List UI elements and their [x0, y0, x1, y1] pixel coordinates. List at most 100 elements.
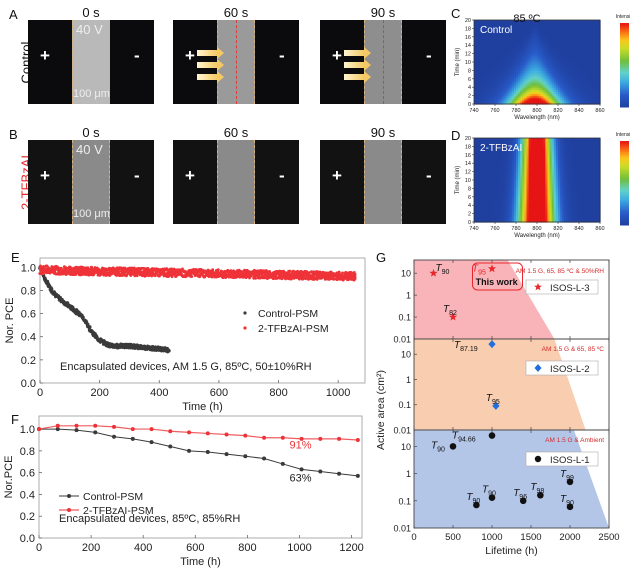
heatmap-cell	[562, 41, 565, 44]
heatmap-cell	[541, 47, 544, 50]
heatmap-cell	[490, 165, 494, 168]
heatmap-cell	[511, 97, 515, 101]
heatmap-cell	[476, 217, 479, 221]
heatmap-cell	[566, 215, 570, 219]
heatmap-cell	[513, 30, 517, 34]
heatmap-cell	[553, 173, 557, 177]
heatmap-cell	[539, 167, 542, 171]
heatmap-cell	[579, 152, 582, 156]
heatmap-cell	[576, 20, 580, 23]
heatmap-cell	[547, 80, 551, 84]
heatmap-cell	[553, 24, 557, 27]
heatmap-cell	[501, 209, 504, 213]
heatmap-cell	[476, 32, 479, 36]
heatmap-cell	[566, 97, 570, 101]
heatmap-cell	[591, 194, 595, 198]
heatmap-cell	[522, 95, 525, 99]
heatmap-cell	[490, 140, 494, 143]
microscope-image: + -40 V 100 μm	[28, 140, 154, 224]
heatmap-cell	[551, 194, 555, 198]
heatmap-cell	[553, 161, 557, 164]
heatmap-cell	[555, 43, 559, 46]
heatmap-cell	[505, 57, 509, 61]
panel-label-c: C	[451, 6, 461, 21]
heatmap-cell	[492, 66, 496, 69]
heatmap-cell	[524, 49, 528, 53]
heatmap-cell	[595, 169, 599, 173]
heatmap-cell	[587, 28, 591, 32]
heatmap-cell	[547, 188, 551, 192]
heatmap-cell	[524, 51, 528, 55]
heatmap-cell	[505, 72, 509, 76]
heatmap-cell	[505, 148, 509, 152]
heatmap-cell	[585, 146, 588, 150]
heatmap-cell	[572, 219, 576, 223]
heatmap-cell	[524, 198, 528, 202]
heatmap-cell	[480, 93, 483, 97]
heatmap-cell	[520, 99, 523, 103]
heatmap-cell	[474, 186, 477, 189]
y-tick-label: 8	[468, 68, 471, 74]
heatmap-cell	[545, 213, 549, 217]
heatmap-cell	[545, 156, 549, 160]
heatmap-cell	[545, 30, 549, 34]
heatmap-cell	[551, 38, 555, 42]
heatmap-cell	[518, 99, 521, 103]
colorbar-segment	[620, 37, 629, 41]
heatmap-cell	[549, 53, 553, 57]
heatmap-cell	[564, 57, 567, 61]
heatmap-cell	[492, 211, 496, 215]
plot-annotation: 2-TFBzAI	[480, 143, 522, 154]
heatmap-cell	[562, 34, 565, 38]
heatmap-cell	[503, 150, 507, 154]
heatmap-cell	[511, 150, 515, 154]
heatmap-cell	[549, 30, 553, 34]
heatmap-cell	[482, 211, 486, 215]
heatmap-cell	[597, 22, 601, 25]
heatmap-cell	[576, 83, 580, 86]
heatmap-cell	[516, 194, 519, 198]
heatmap-cell	[507, 217, 511, 221]
heatmap-cell	[549, 32, 553, 36]
heatmap-cell	[541, 152, 544, 156]
heatmap-cell	[530, 146, 534, 150]
heatmap-cell	[595, 72, 599, 76]
heatmap-cell	[476, 142, 479, 145]
minus-electrode-icon: -	[426, 46, 432, 65]
heatmap-cell	[583, 34, 586, 38]
heatmap-cell	[505, 169, 509, 173]
heatmap-cell	[478, 161, 481, 164]
heatmap-cell	[543, 171, 546, 175]
heatmap-cell	[595, 171, 599, 175]
heatmap-cell	[589, 184, 593, 187]
heatmap-cell	[549, 59, 553, 63]
heatmap-cell	[551, 142, 555, 145]
heatmap-cell	[507, 154, 511, 158]
heatmap-cell	[597, 186, 601, 189]
heatmap-cell	[505, 32, 509, 36]
heatmap-cell	[541, 163, 544, 166]
heatmap-cell	[570, 175, 574, 179]
heatmap-cell	[570, 26, 574, 29]
heatmap-cell	[545, 41, 549, 44]
heatmap-cell	[507, 205, 511, 208]
heatmap-cell	[553, 192, 557, 196]
heatmap-cell	[564, 169, 567, 173]
heatmap-cell	[545, 66, 549, 69]
heatmap-cell	[564, 163, 567, 166]
heatmap-cell	[537, 201, 540, 204]
heatmap-cell	[516, 152, 519, 156]
heatmap-cell	[591, 38, 595, 42]
heatmap-cell	[545, 24, 549, 27]
heatmap-cell	[547, 205, 551, 208]
heatmap-cell	[495, 80, 498, 84]
heatmap-cell	[488, 49, 492, 53]
heatmap-cell	[490, 57, 494, 61]
heatmap-cell	[558, 53, 561, 57]
heatmap-cell	[566, 196, 570, 200]
heatmap-cell	[509, 83, 513, 86]
heatmap-cell	[560, 217, 563, 221]
heatmap-cell	[568, 159, 572, 162]
heatmap-cell	[587, 142, 591, 145]
heatmap-cell	[564, 38, 567, 42]
